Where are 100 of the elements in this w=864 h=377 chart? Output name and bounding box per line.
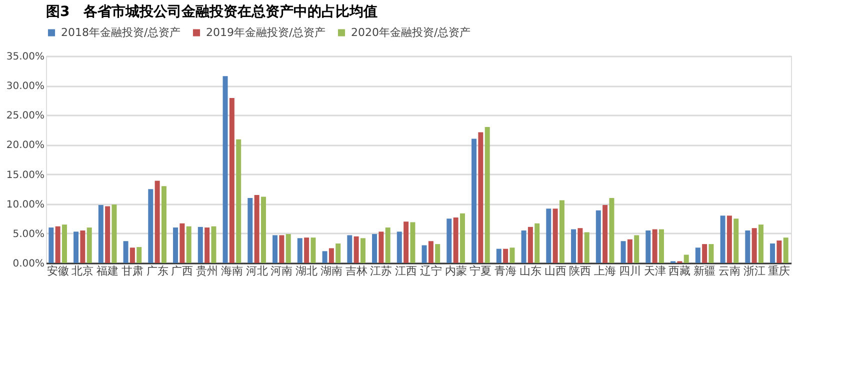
bar [584,232,590,263]
x-tick-label: 江西 [395,264,418,278]
x-tick-label: 甘肃 [121,264,144,278]
bar [98,205,104,263]
bar [354,236,359,263]
bar [186,226,192,263]
bar [453,217,458,263]
bar [304,238,310,263]
bar [627,239,632,263]
bar [297,238,302,263]
bar [154,180,160,263]
bar [80,230,86,263]
chart-title: 图3 各省市城投公司金融投资在总资产中的占比均值 [46,3,378,20]
y-tick-label: 30.00% [6,81,44,92]
bar [634,235,640,263]
bar [272,235,278,263]
bar [236,139,242,263]
bar [478,132,484,263]
x-tick-label: 西藏 [668,264,691,278]
bar [695,248,700,263]
y-tick-label: 15.00% [6,170,44,181]
bar [112,204,117,263]
bar [279,235,284,263]
x-tick-label: 吉林 [345,264,368,278]
x-tick-label: 天津 [644,264,666,278]
bar [136,247,142,263]
legend-label: 2018年金融投资/总资产 [61,26,181,39]
bar [48,228,54,263]
x-tick-label: 上海 [594,264,616,278]
x-tick-label: 四川 [618,264,641,278]
bar [702,244,708,263]
bar [534,223,540,263]
bar [571,229,576,263]
bar [484,126,490,263]
bar [460,213,465,263]
x-tick-label: 贵州 [196,264,218,278]
bar [360,238,366,263]
bar [734,218,739,263]
x-tick-label: 新疆 [694,264,716,278]
y-tick-label: 25.00% [6,110,44,122]
bar [646,230,651,263]
bar [578,228,583,263]
y-tick-label: 0.00% [12,258,44,270]
bar [776,240,782,263]
y-tick-label: 10.00% [6,199,44,210]
bar [378,232,384,263]
bar [422,245,427,263]
bar [472,138,477,263]
bar [336,243,341,263]
bar [503,248,508,263]
bar [130,248,135,263]
bar [620,241,626,263]
bar [328,248,334,263]
x-tick-label: 山西 [544,264,566,278]
bar [428,241,434,263]
bar [260,196,266,263]
bar [435,244,440,263]
x-tick-label: 河南 [270,264,293,278]
x-tick-label: 陕西 [569,264,592,278]
bar [372,234,378,263]
x-tick-label: 重庆 [768,264,790,278]
bar [752,228,757,263]
bar [652,229,658,263]
x-tick-label: 河北 [246,264,268,278]
bar [552,208,558,263]
bar [559,200,564,263]
bar [254,194,260,263]
legend-label: 2019年金融投资/总资产 [206,26,326,39]
bar [55,226,60,263]
bar [198,226,203,263]
bar [204,228,210,263]
bar [222,76,228,263]
x-tick-label: 江苏 [370,264,392,278]
bar [148,189,154,263]
bar [310,238,316,263]
bar [404,222,409,263]
y-tick-label: 5.00% [12,228,44,240]
bar [726,216,732,263]
bar [446,218,452,263]
bar [74,232,79,263]
x-tick-label: 福建 [96,264,119,278]
bar [783,238,788,263]
x-tick-label: 北京 [72,264,94,278]
x-tick-label: 安徽 [46,264,69,278]
x-tick-label: 宁夏 [470,264,492,278]
bar [528,226,533,263]
x-tick-label: 青海 [494,264,517,278]
bar [609,198,614,263]
bar [105,206,110,263]
bar [745,230,750,263]
bar [173,228,178,263]
x-tick-label: 海南 [220,264,243,278]
bar [396,232,402,263]
bar [286,234,291,263]
x-tick-label: 山东 [519,264,542,278]
bar [347,235,352,263]
bar [86,228,92,263]
bar [229,98,234,263]
bar [248,198,253,263]
y-tick-label: 35.00% [6,52,44,62]
